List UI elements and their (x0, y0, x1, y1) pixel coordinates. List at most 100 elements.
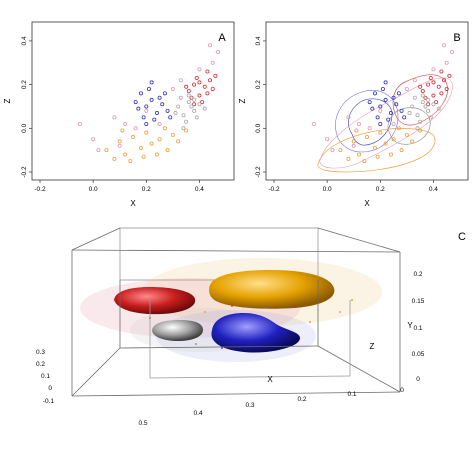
scatter-point-orange (120, 128, 125, 133)
panel-b-frame (265, 21, 469, 181)
scatter-point-blue (149, 80, 154, 85)
x-tick-label: 0.4 (193, 410, 202, 417)
scatter-point-orange (410, 139, 415, 144)
scatter-point-gray (202, 106, 207, 111)
x-tick-label: 0.0 (89, 186, 98, 193)
scatter-point-red (184, 84, 189, 89)
scatter-point-blue (138, 91, 143, 96)
scatter-point-orange (391, 137, 396, 142)
scatter-point-pink (346, 115, 351, 120)
scatter-point-orange (154, 152, 159, 157)
scatter-point-red (192, 102, 197, 107)
edge-tr (317, 227, 401, 253)
scatter-point-orange (383, 141, 388, 146)
scatter-point-blue (144, 104, 149, 109)
scatter-point-gray (192, 108, 197, 113)
scatter-point-pink (112, 115, 117, 120)
scatter-point-red (197, 93, 202, 98)
c-point (339, 311, 341, 313)
scatter-point-red (192, 82, 197, 87)
contour-gray (387, 107, 431, 145)
scatter-point-red (213, 73, 218, 78)
scatter-point-pink (123, 121, 128, 126)
scatter-point-blue (367, 100, 372, 105)
c-point (309, 321, 311, 323)
y-tick-label: 0.4 (255, 36, 262, 45)
scatter-point-blue (133, 100, 138, 105)
scatter-point-orange (170, 132, 175, 137)
scatter-point-pink (210, 60, 215, 65)
x-tick-label: 0 (400, 387, 404, 394)
scatter-point-red (439, 69, 444, 74)
c-point (221, 347, 223, 349)
scatter-point-blue (391, 95, 396, 100)
scatter-point-pink (96, 148, 101, 153)
scatter-point-gray (407, 111, 412, 116)
scatter-point-red (189, 95, 194, 100)
scatter-point-orange (418, 128, 423, 133)
contour-orange (317, 128, 436, 173)
scatter-point-orange (117, 139, 122, 144)
scatter-point-blue (165, 108, 170, 113)
z-tick-label: 0.1 (41, 373, 50, 380)
scatter-point-blue (383, 97, 388, 102)
panel-a-xlabel: X (130, 199, 136, 208)
scatter-point-gray (184, 119, 189, 124)
scatter-point-gray (423, 104, 428, 109)
scatter-point-red (186, 89, 191, 94)
edge-bl (71, 347, 121, 397)
scatter-point-gray (173, 111, 178, 116)
panel-a: A -0.2 0.0 0.2 0.4 -0.2 0.0 0.2 0.4 X Z (3, 21, 235, 208)
scatter-point-red (426, 82, 431, 87)
panel-a-frame (31, 21, 235, 181)
scatter-point-pink (378, 108, 383, 113)
scatter-point-orange (357, 152, 362, 157)
scatter-point-gray (410, 104, 415, 109)
z-tick-label: 0.2 (36, 361, 45, 368)
scatter-point-pink (311, 121, 316, 126)
edge-br (317, 345, 401, 393)
y-tick-label: 0.2 (413, 271, 422, 278)
x-tick-label: 0.4 (429, 186, 438, 193)
scatter-point-gray (428, 115, 433, 120)
scatter-point-blue (160, 102, 165, 107)
scatter-point-red (434, 100, 439, 105)
scatter-point-blue (146, 86, 151, 91)
scatter-point-blue (383, 80, 388, 85)
scatter-point-orange (351, 139, 356, 144)
y-tick-label: 0.1 (413, 325, 422, 332)
scatter-point-red (426, 102, 431, 107)
y-tick-label: -0.2 (21, 166, 28, 178)
panel-b-label: B (453, 32, 460, 44)
c-point (204, 311, 206, 313)
scatter-point-blue (152, 117, 157, 122)
edge-bottom-front (71, 391, 401, 397)
scatter-point-orange (378, 130, 383, 135)
scatter-point-gray (418, 119, 423, 124)
scatter-point-red (194, 76, 199, 81)
scatter-point-gray (197, 102, 202, 107)
scatter-point-blue (157, 95, 162, 100)
scatter-point-orange (399, 148, 404, 153)
scatter-point-red (444, 86, 449, 91)
scatter-point-pink (325, 137, 330, 142)
y-tick-label: 0.2 (255, 80, 262, 89)
scatter-point-gray (412, 95, 417, 100)
z-tick-label: 0.3 (36, 349, 45, 356)
blob-orange (209, 270, 335, 309)
scatter-point-blue (380, 86, 385, 91)
inner-plane-front (149, 375, 351, 379)
scatter-point-red (420, 89, 425, 94)
scatter-point-gray (426, 108, 431, 113)
y-tick-label: -0.2 (255, 166, 262, 178)
scatter-point-orange (141, 154, 146, 159)
scatter-point-gray (194, 115, 199, 120)
scatter-point-orange (123, 152, 128, 157)
scatter-point-blue (168, 115, 173, 120)
x-tick-label: -0.2 (268, 186, 280, 193)
y-tick-label: 0.0 (255, 123, 262, 132)
panel-a-points (77, 43, 221, 164)
scatter-point-red (200, 100, 205, 105)
scatter-point-red (197, 80, 202, 85)
c-point (195, 343, 197, 345)
